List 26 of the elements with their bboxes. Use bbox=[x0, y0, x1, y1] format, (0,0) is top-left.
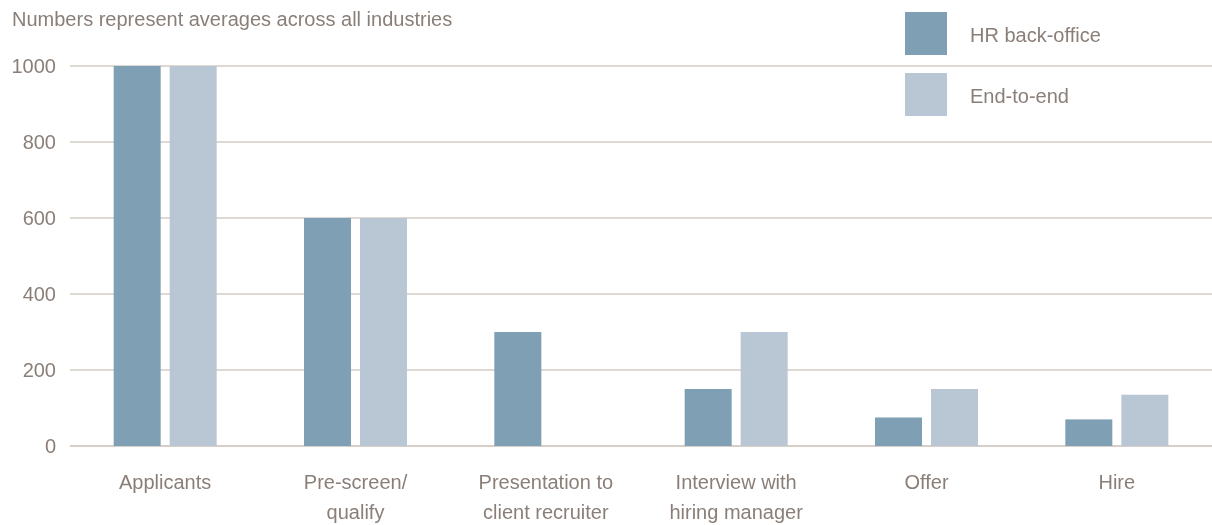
x-tick-label: Hire bbox=[1098, 471, 1136, 493]
x-tick-label: Applicants bbox=[119, 471, 212, 493]
y-tick-label: 0 bbox=[44, 435, 56, 457]
x-tick-label: Presentation to client recruiter bbox=[478, 471, 614, 523]
legend-label: End-to-end bbox=[970, 85, 1069, 107]
bar bbox=[360, 218, 407, 446]
bar bbox=[684, 389, 732, 446]
legend-label: HR back-office bbox=[970, 24, 1101, 46]
y-tick-label: 800 bbox=[22, 131, 56, 153]
y-tick-label: 200 bbox=[22, 359, 56, 381]
y-tick-label: 400 bbox=[22, 283, 56, 305]
chart-title: Numbers represent averages across all industries bbox=[12, 8, 453, 30]
x-tick-label: Pre-screen/ qualify bbox=[303, 471, 408, 523]
bar bbox=[1121, 394, 1169, 446]
x-tick-label: Offer bbox=[904, 471, 949, 493]
bar bbox=[1065, 419, 1113, 446]
bar bbox=[875, 417, 922, 446]
y-tick-label: 600 bbox=[22, 207, 56, 229]
y-tick-label: 1000 bbox=[11, 55, 56, 77]
bar bbox=[113, 66, 161, 446]
bar bbox=[304, 218, 351, 446]
bar bbox=[494, 332, 542, 446]
bar bbox=[931, 389, 978, 446]
x-tick-label: Interview with hiring manager bbox=[669, 471, 804, 523]
bar bbox=[740, 332, 788, 446]
bar bbox=[169, 66, 217, 446]
